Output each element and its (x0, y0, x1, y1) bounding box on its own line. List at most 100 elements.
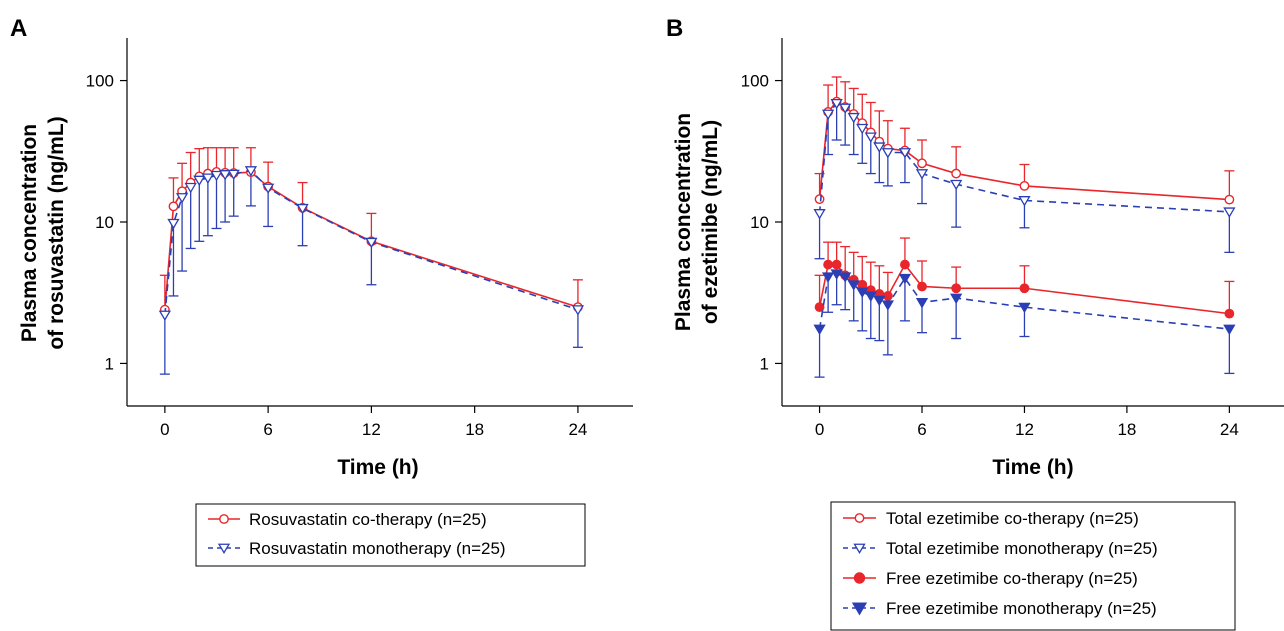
panel-b-free-ezetimibe-monotherapy-n-25-point (1018, 302, 1031, 314)
panel-b-total-ezetimibe-monotherapy-n-25-point (847, 112, 860, 124)
panel-a-rosuvastatin-monotherapy-n-25-point (167, 218, 180, 230)
panel-a-legend-rosuvastatin-co-therapy-n-25-label: Rosuvastatin co-therapy (n=25) (249, 510, 487, 529)
panel-a-rosuvastatin-monotherapy-n-25-point (201, 173, 215, 184)
panel-b-total-ezetimibe-monotherapy-n-25-line (818, 102, 1230, 214)
panel-a-rosuvastatin-monotherapy-n-25-point (218, 170, 232, 181)
panel-a-legend-rosuvastatin-monotherapy-n-25-swatch-marker (217, 543, 231, 555)
panel-b-total-ezetimibe-co-therapy-n-25-point (1019, 180, 1030, 191)
panel-a-y-axis-label-line-1: Plasma concentration (18, 124, 41, 342)
panel-b-total-ezetimibe-monotherapy-n-25-point (830, 98, 843, 110)
panel-b-total-ezetimibe-monotherapy-n-25-point (856, 123, 869, 135)
panel-a-x-tick-label: 6 (263, 420, 272, 439)
panel-a-rosuvastatin-monotherapy-n-25-point (244, 166, 258, 177)
panel-a-rosuvastatin-monotherapy-n-25-point (210, 170, 223, 182)
panel-b-free-ezetimibe-monotherapy-n-25-point (813, 324, 826, 336)
panel-b-free-ezetimibe-monotherapy-n-25-point (915, 298, 929, 309)
panel-b-total-ezetimibe-monotherapy-n-25-point (898, 148, 912, 159)
panel-a-y-axis-label-line-2: of rosuvastatin (ng/mL) (45, 116, 68, 349)
panel-b-x-tick-label: 6 (917, 420, 926, 439)
panel-a-rosuvastatin-co-therapy-n-25-point (168, 201, 179, 212)
panel-b: B Plasma concentration of ezetimibe (ng/… (666, 15, 1284, 631)
panel-b-free-ezetimibe-monotherapy-n-25-point (839, 272, 852, 283)
panel-b-legend-total-ezetimibe-co-therapy-n-25-swatch-marker (854, 513, 865, 523)
panel-b-y-axis-label-line-1: Plasma concentration (672, 113, 695, 331)
panel-a-rosuvastatin-monotherapy-n-25-point (227, 169, 240, 181)
panel-a-legend-rosuvastatin-co-therapy-n-25-swatch-marker (219, 514, 229, 524)
panel-a-rosuvastatin-monotherapy-n-25-point (193, 175, 206, 187)
panel-b-x-tick-label: 0 (815, 420, 824, 439)
panel-b-total-ezetimibe-monotherapy-n-25-point (881, 148, 895, 159)
panel-a-rosuvastatin-monotherapy-n-25-point (175, 193, 189, 204)
panel-a-x-axis-label: Time (h) (337, 456, 418, 479)
panel-a-series (158, 147, 585, 375)
panel-b-total-ezetimibe-monotherapy-n-25-point (864, 132, 877, 143)
panel-b-free-ezetimibe-monotherapy-n-25-point (847, 280, 860, 291)
panel-a-rosuvastatin-monotherapy-n-25-point (296, 203, 309, 215)
panel-b-free-ezetimibe-monotherapy-n-25-point (898, 273, 912, 285)
panel-b-free-ezetimibe-co-therapy-n-25-point (917, 281, 927, 292)
panel-a-y-tick-label: 100 (86, 72, 114, 91)
panel-b-y-tick-label: 1 (760, 354, 769, 373)
panel-b-legend-total-ezetimibe-monotherapy-n-25-swatch-marker (853, 543, 866, 555)
panel-b-free-ezetimibe-co-therapy-n-25-point (900, 259, 910, 270)
panel-a-legend-box (195, 503, 586, 567)
panel-a-legend: Rosuvastatin co-therapy (n=25) Rosuvastat… (195, 503, 586, 567)
panel-a-x-tick-label: 24 (568, 420, 587, 439)
panel-b-total-ezetimibe-monotherapy-n-25-point (1223, 207, 1236, 218)
panel-b-total-ezetimibe-monotherapy-n-25-point (1018, 196, 1031, 207)
panel-b-total-ezetimibe-monotherapy-n-25-point (950, 179, 963, 191)
panel-b-total-ezetimibe-monotherapy-n-25-point (813, 209, 826, 220)
panel-b-total-ezetimibe-co-therapy-n-25-point (917, 158, 927, 169)
panel-b-free-ezetimibe-monotherapy-n-25-point (830, 269, 843, 280)
panel-b-x-tick-label: 18 (1117, 420, 1136, 439)
panel-b-free-ezetimibe-co-therapy-n-25-point (831, 259, 842, 270)
panel-a-x-tick-label: 12 (362, 420, 381, 439)
panel-b-legend-total-ezetimibe-co-therapy-n-25-label: Total ezetimibe co-therapy (n=25) (886, 509, 1139, 528)
panel-b-legend-total-ezetimibe-monotherapy-n-25-label: Total ezetimibe monotherapy (n=25) (886, 539, 1158, 558)
panel-a-axes: 1 10 100 0 6 12 18 24 (86, 38, 633, 439)
panel-b-free-ezetimibe-monotherapy-n-25-point (950, 293, 963, 305)
panel-a-y-tick-label: 1 (105, 354, 114, 373)
panel-a-label: A (10, 15, 27, 42)
panel-a-x-tick-label: 18 (465, 420, 484, 439)
panel-a-rosuvastatin-monotherapy-n-25-point (158, 310, 172, 322)
panel-b-legend-free-ezetimibe-monotherapy-n-25-swatch-marker (851, 602, 868, 616)
panel-b-free-ezetimibe-monotherapy-n-25-point (856, 287, 869, 299)
panel-b-x-tick-label: 24 (1220, 420, 1239, 439)
panel-b-legend-box (830, 501, 1236, 631)
panel-b-y-tick-label: 10 (750, 213, 769, 232)
panel-b-series (813, 76, 1236, 378)
panel-b-legend-free-ezetimibe-co-therapy-n-25-swatch-marker (853, 572, 866, 584)
panel-b-free-ezetimibe-co-therapy-n-25-point (814, 302, 825, 313)
panel-b-free-ezetimibe-co-therapy-n-25-point (951, 283, 962, 294)
panel-b-legend-free-ezetimibe-co-therapy-n-25-label: Free ezetimibe co-therapy (n=25) (886, 569, 1138, 588)
panel-b-axes: 1 10 100 0 6 12 18 24 (741, 38, 1284, 439)
panel-b-free-ezetimibe-monotherapy-n-25-point (881, 300, 895, 311)
panel-b-label: B (666, 15, 683, 42)
panel-b-free-ezetimibe-co-therapy-n-25-point (1224, 308, 1235, 319)
panel-a-legend-rosuvastatin-monotherapy-n-25-label: Rosuvastatin monotherapy (n=25) (249, 539, 506, 558)
panel-a: A Plasma concentration of rosuvastatin (… (10, 15, 633, 567)
panel-b-total-ezetimibe-monotherapy-n-25-point (821, 109, 835, 121)
panel-b-x-axis-label: Time (h) (992, 456, 1073, 479)
panel-b-total-ezetimibe-monotherapy-n-25-point (839, 103, 852, 115)
panel-b-x-tick-label: 12 (1015, 420, 1034, 439)
panel-b-total-ezetimibe-co-therapy-n-25-point (1224, 194, 1235, 205)
panel-b-total-ezetimibe-co-therapy-n-25-point (814, 194, 825, 205)
panel-b-y-tick-label: 100 (741, 72, 769, 91)
panel-b-y-axis-label-line-2: of ezetimibe (ng/mL) (699, 120, 722, 324)
panel-b-free-ezetimibe-monotherapy-n-25-point (1223, 324, 1236, 336)
panel-b-total-ezetimibe-monotherapy-n-25-point (915, 169, 929, 180)
panel-b-legend-free-ezetimibe-monotherapy-n-25-label: Free ezetimibe monotherapy (n=25) (886, 599, 1157, 618)
panel-a-rosuvastatin-monotherapy-n-25-point (571, 305, 585, 316)
panel-b-total-ezetimibe-co-therapy-n-25-point (951, 168, 962, 179)
panel-a-x-tick-label: 0 (160, 420, 169, 439)
panel-a-rosuvastatin-monotherapy-n-25-point (261, 183, 275, 195)
panel-b-free-ezetimibe-monotherapy-n-25-point (821, 272, 835, 283)
panel-a-rosuvastatin-monotherapy-n-25-point (365, 237, 378, 249)
panel-a-y-tick-label: 10 (95, 213, 114, 232)
panel-b-total-ezetimibe-monotherapy-n-25-point (873, 142, 886, 153)
panel-b-legend: Total ezetimibe co-therapy (n=25) Total e… (830, 501, 1236, 631)
panel-b-free-ezetimibe-co-therapy-n-25-point (1019, 283, 1030, 294)
